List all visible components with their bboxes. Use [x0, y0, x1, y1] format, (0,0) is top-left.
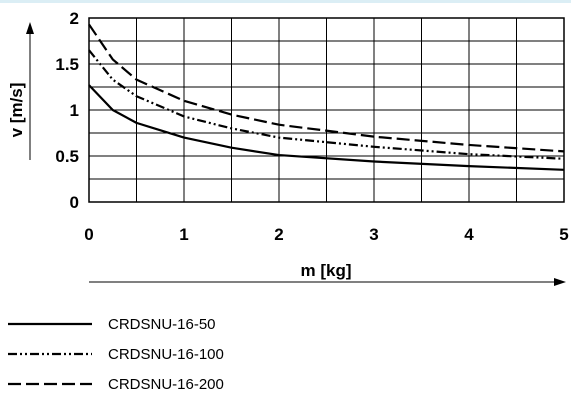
y-tick-label: 0 [70, 193, 79, 212]
chart-axes [26, 17, 566, 286]
y-tick-label: 0.5 [55, 147, 79, 166]
y-tick-label: 1.5 [55, 55, 79, 74]
top-rule [0, 0, 571, 3]
x-tick-label: 1 [179, 225, 188, 244]
x-tick-label: 4 [464, 225, 474, 244]
y-axis-title: v [m/s] [7, 83, 26, 138]
y-tick-label: 1 [70, 101, 79, 120]
series-line-3 [88, 23, 565, 153]
y-tick-label: 2 [70, 9, 79, 28]
chart-grid [88, 17, 565, 203]
x-tick-labels: 0 1 2 3 4 5 [84, 225, 568, 244]
plot-frame [88, 17, 565, 203]
x-axis-title: m [kg] [301, 261, 352, 280]
x-tick-label: 2 [274, 225, 283, 244]
chart-legend: CRDSNU-16-50 CRDSNU-16-100 CRDSNU-16-200 [8, 316, 224, 393]
legend-label-2: CRDSNU-16-100 [108, 346, 224, 363]
series-line-2 [88, 49, 565, 160]
legend-label-3: CRDSNU-16-200 [108, 376, 224, 393]
y-axis-arrowhead [26, 22, 34, 34]
x-tick-label: 3 [369, 225, 378, 244]
legend-label-1: CRDSNU-16-50 [108, 316, 216, 333]
x-tick-label: 0 [84, 225, 93, 244]
x-tick-label: 5 [559, 225, 568, 244]
series-line-1 [88, 84, 565, 171]
y-tick-labels: 0 0.5 1 1.5 2 [55, 9, 79, 212]
chart-series [88, 23, 565, 171]
x-axis-arrowhead [554, 278, 566, 286]
